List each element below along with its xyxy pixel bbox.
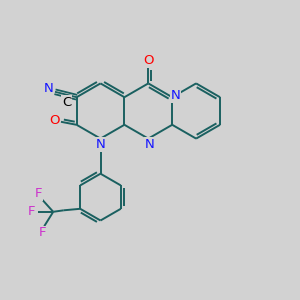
Text: O: O	[49, 114, 60, 127]
Text: N: N	[44, 82, 53, 95]
Text: F: F	[39, 226, 46, 239]
Text: N: N	[96, 138, 105, 151]
Text: O: O	[143, 54, 154, 67]
Text: N: N	[145, 138, 155, 151]
Text: N: N	[170, 89, 180, 102]
Text: F: F	[34, 187, 42, 200]
Text: C: C	[62, 95, 71, 109]
Text: F: F	[27, 205, 35, 218]
